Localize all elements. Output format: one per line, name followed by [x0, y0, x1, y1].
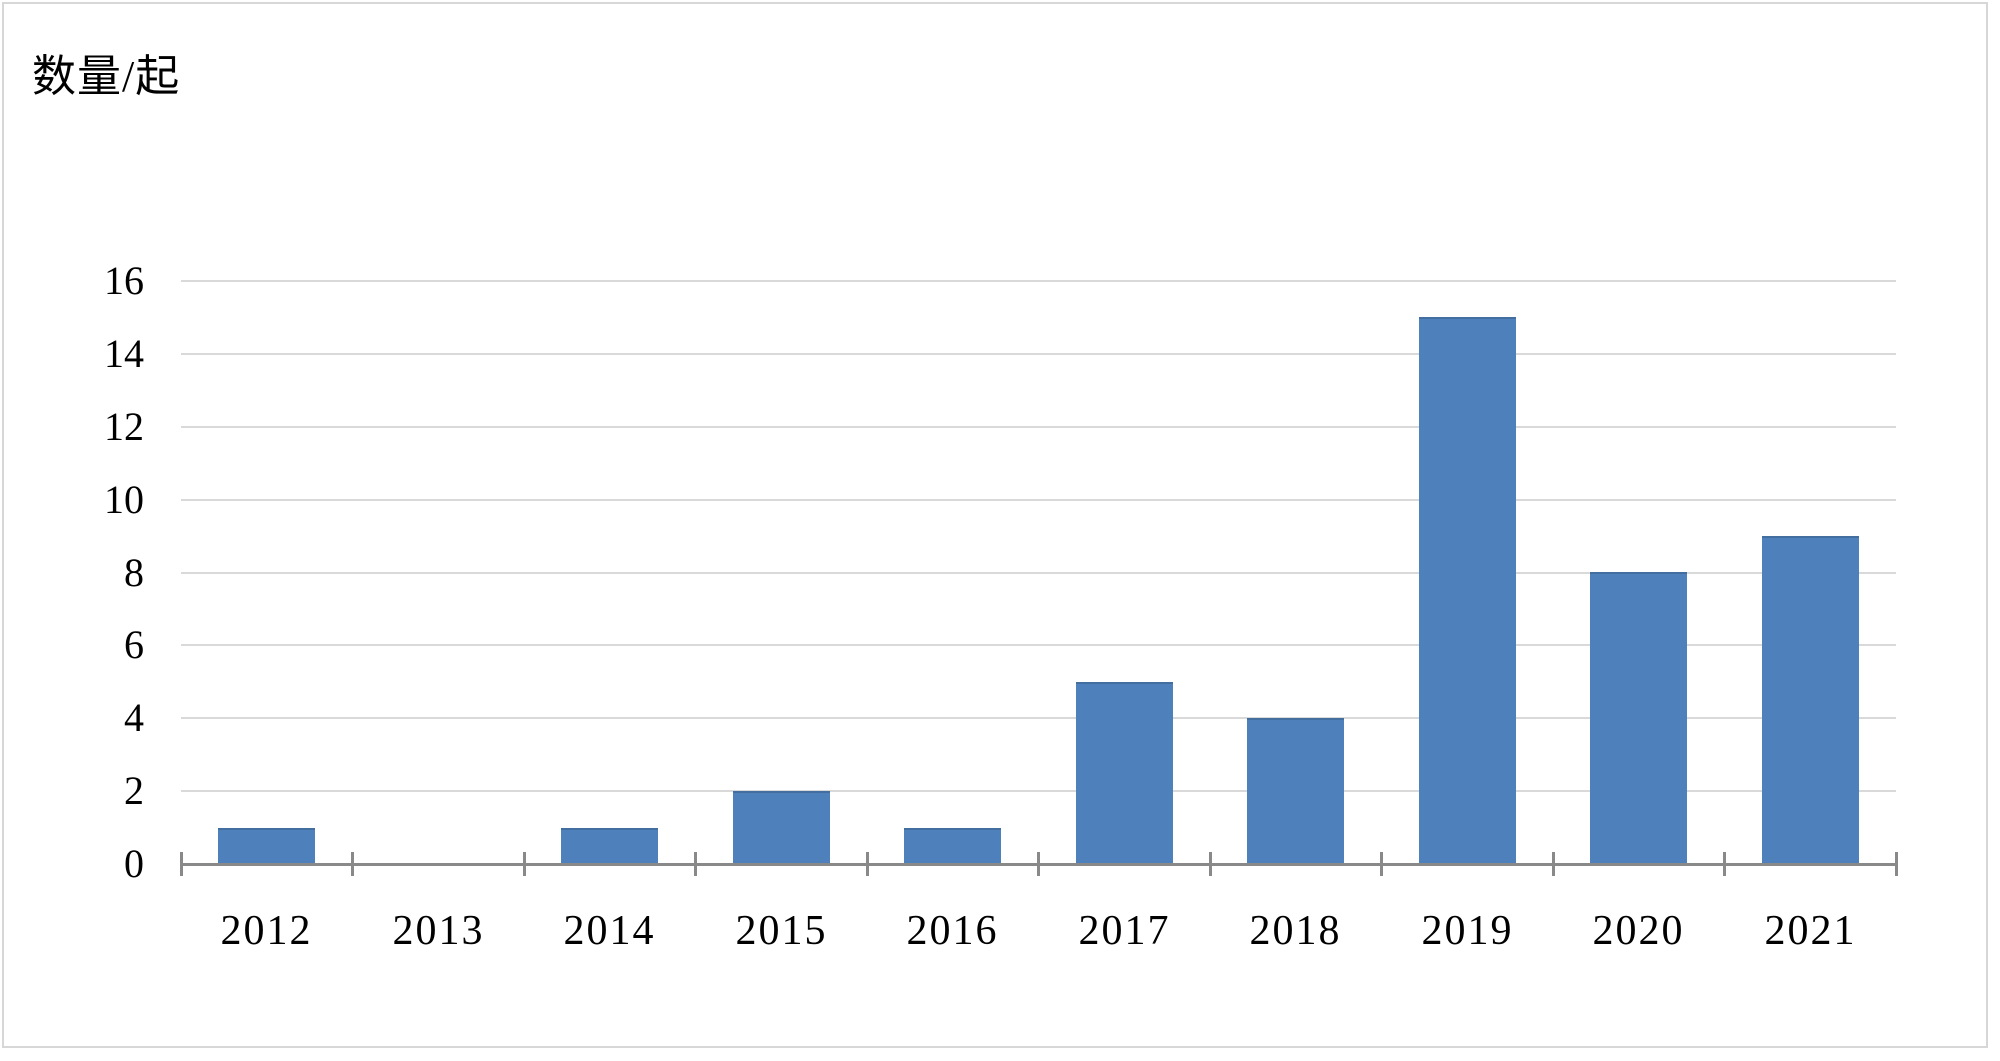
x-axis-tick-1: [351, 852, 354, 876]
y-axis-label-0: 0: [124, 841, 144, 886]
x-axis-label-2015: 2015: [735, 908, 828, 954]
plot-area: [179, 280, 1898, 876]
bar-2012: [218, 828, 316, 864]
y-axis-label-4: 4: [124, 695, 144, 740]
gridline-y-6: [181, 644, 1896, 647]
y-axis-label-16: 16: [104, 258, 144, 303]
y-axis-label-12: 12: [104, 404, 144, 449]
bar-2021: [1761, 536, 1859, 864]
bar-2017: [1075, 682, 1173, 864]
x-axis-label-2017: 2017: [1078, 908, 1171, 954]
gridline-y-4: [181, 717, 1896, 720]
y-axis-label-10: 10: [104, 477, 144, 522]
x-axis-tick-7: [1380, 852, 1383, 876]
x-axis-tick-4: [865, 852, 869, 876]
bar-2014: [561, 828, 659, 864]
x-axis-label-2016: 2016: [906, 908, 999, 954]
bar-2020: [1590, 572, 1688, 864]
x-axis-tick-5: [1037, 852, 1040, 876]
y-axis-label-8: 8: [124, 550, 144, 595]
gridline-y-8: [181, 571, 1896, 574]
y-axis-label-14: 14: [104, 331, 144, 376]
bar-2015: [732, 791, 830, 864]
x-axis-tick-10: [1894, 852, 1898, 876]
x-axis-label-2012: 2012: [220, 908, 313, 954]
bar-2018: [1247, 718, 1345, 864]
x-axis-label-2021: 2021: [1764, 908, 1857, 954]
x-axis-label-2013: 2013: [392, 908, 485, 954]
y-axis-unit-label: 数量/起: [32, 52, 181, 101]
x-axis-tick-0: [179, 852, 183, 876]
x-axis-tick-2: [522, 852, 526, 876]
gridline-y-16: [181, 280, 1896, 282]
x-axis-label-2020: 2020: [1592, 908, 1685, 954]
gridline-y-2: [181, 790, 1896, 793]
chart-frame: 数量/起 0 2 4 6 8 10 12 14 16 2012 2013 2014 2015 2016 2…: [2, 2, 1988, 1048]
x-axis-label-2019: 2019: [1421, 908, 1514, 954]
gridline-y-12: [181, 425, 1896, 428]
x-axis-tick-8: [1551, 852, 1555, 876]
x-axis-tick-3: [694, 852, 697, 876]
y-axis-label-2: 2: [124, 768, 144, 813]
x-axis-label-2018: 2018: [1249, 908, 1342, 954]
x-axis-label-2014: 2014: [563, 908, 656, 954]
bar-2016: [904, 828, 1002, 864]
y-axis-label-6: 6: [124, 622, 144, 667]
x-axis-tick-6: [1208, 852, 1212, 876]
gridline-y-10: [181, 498, 1896, 501]
bar-2019: [1418, 317, 1516, 864]
x-axis-tick-9: [1723, 852, 1726, 876]
gridline-y-14: [181, 352, 1896, 355]
